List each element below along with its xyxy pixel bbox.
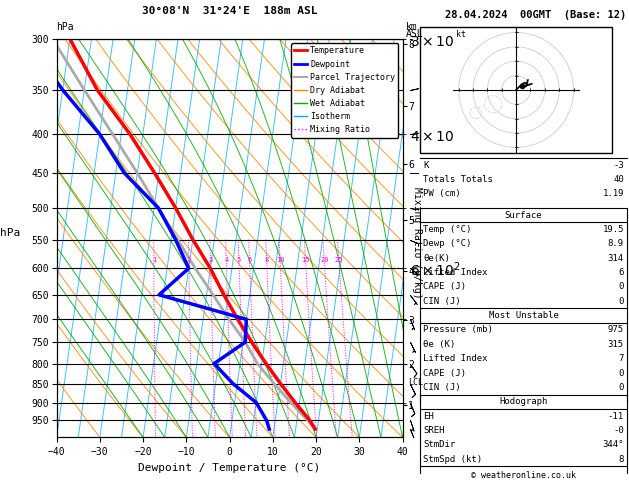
Text: © weatheronline.co.uk: © weatheronline.co.uk: [471, 471, 576, 480]
Text: 30°08'N  31°24'E  188m ASL: 30°08'N 31°24'E 188m ASL: [142, 5, 318, 16]
Y-axis label: hPa: hPa: [1, 228, 21, 238]
Legend: Temperature, Dewpoint, Parcel Trajectory, Dry Adiabat, Wet Adiabat, Isotherm, Mi: Temperature, Dewpoint, Parcel Trajectory…: [291, 43, 398, 138]
Text: 20: 20: [320, 257, 328, 263]
Text: PW (cm): PW (cm): [423, 189, 461, 198]
Text: Hodograph: Hodograph: [499, 397, 548, 406]
Text: CIN (J): CIN (J): [423, 297, 461, 306]
Text: 7: 7: [618, 354, 624, 363]
Text: 6: 6: [618, 268, 624, 277]
Text: 8: 8: [618, 454, 624, 464]
Text: 3: 3: [208, 257, 213, 263]
Text: 344°: 344°: [603, 440, 624, 449]
Text: 0: 0: [618, 282, 624, 292]
Text: kt: kt: [456, 30, 466, 38]
Text: Lifted Index: Lifted Index: [423, 354, 488, 363]
Text: 4: 4: [224, 257, 228, 263]
Text: 1: 1: [152, 257, 156, 263]
Text: -0: -0: [613, 426, 624, 435]
Text: 0: 0: [618, 383, 624, 392]
Text: CAPE (J): CAPE (J): [423, 282, 466, 292]
Text: 25: 25: [335, 257, 343, 263]
Text: Most Unstable: Most Unstable: [489, 311, 559, 320]
Text: Lifted Index: Lifted Index: [423, 268, 488, 277]
Text: 15: 15: [301, 257, 310, 263]
Text: 40: 40: [613, 175, 624, 184]
Text: -11: -11: [608, 412, 624, 420]
Text: Mixing Ratio (g/kg): Mixing Ratio (g/kg): [412, 187, 422, 299]
Text: 0: 0: [618, 368, 624, 378]
Text: θe(K): θe(K): [423, 254, 450, 263]
Text: 8: 8: [265, 257, 269, 263]
Text: Totals Totals: Totals Totals: [423, 175, 493, 184]
Text: ASL: ASL: [406, 29, 423, 39]
Text: 0: 0: [618, 297, 624, 306]
Text: 28.04.2024  00GMT  (Base: 12): 28.04.2024 00GMT (Base: 12): [445, 10, 626, 20]
Text: 5: 5: [237, 257, 241, 263]
Text: 1.19: 1.19: [603, 189, 624, 198]
Text: LCL: LCL: [408, 378, 423, 387]
Text: StmSpd (kt): StmSpd (kt): [423, 454, 482, 464]
Text: 2: 2: [187, 257, 191, 263]
Text: EH: EH: [423, 412, 434, 420]
Text: 19.5: 19.5: [603, 225, 624, 234]
Text: SREH: SREH: [423, 426, 445, 435]
Text: km: km: [406, 21, 418, 32]
Text: -3: -3: [613, 160, 624, 170]
Text: Dewp (°C): Dewp (°C): [423, 240, 472, 248]
Text: 315: 315: [608, 340, 624, 349]
Text: K: K: [423, 160, 429, 170]
Text: 6: 6: [247, 257, 252, 263]
Text: CIN (J): CIN (J): [423, 383, 461, 392]
Text: 975: 975: [608, 326, 624, 334]
X-axis label: Dewpoint / Temperature (°C): Dewpoint / Temperature (°C): [138, 463, 321, 473]
Text: Pressure (mb): Pressure (mb): [423, 326, 493, 334]
Text: 314: 314: [608, 254, 624, 263]
Text: 10: 10: [276, 257, 284, 263]
Text: Temp (°C): Temp (°C): [423, 225, 472, 234]
Text: 8.9: 8.9: [608, 240, 624, 248]
Text: θe (K): θe (K): [423, 340, 455, 349]
Text: hPa: hPa: [57, 21, 74, 32]
Text: StmDir: StmDir: [423, 440, 455, 449]
Text: Surface: Surface: [505, 211, 542, 220]
Text: CAPE (J): CAPE (J): [423, 368, 466, 378]
